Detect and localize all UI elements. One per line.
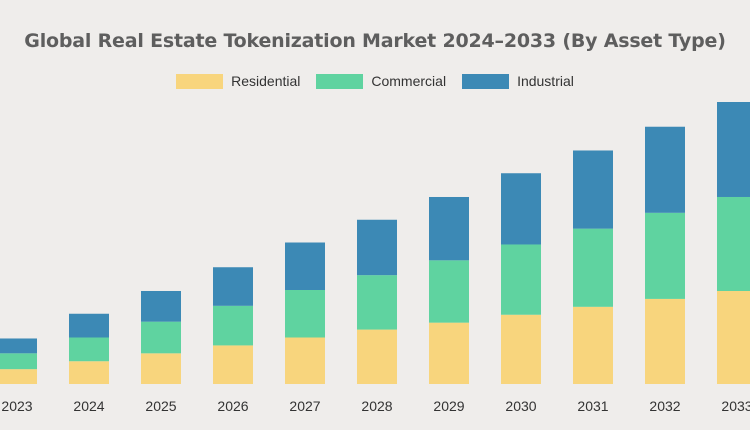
bar-industrial-2029 (429, 196, 469, 261)
bar-residential-2027 (285, 337, 325, 384)
legend-swatch-industrial (462, 73, 510, 89)
bar-residential-2028 (357, 329, 397, 384)
bar-commercial-2029 (429, 260, 469, 323)
bar-commercial-2028 (357, 275, 397, 330)
bar-industrial-2031 (573, 150, 613, 229)
x-tick-label-2025: 2025 (145, 398, 176, 414)
bar-commercial-2025 (141, 321, 181, 354)
x-tick-label-2028: 2028 (361, 398, 392, 414)
legend-label-residential: Residential (231, 73, 301, 89)
bar-industrial-2032 (645, 126, 685, 213)
bar-commercial-2027 (285, 290, 325, 338)
x-tick-label-2023: 2023 (1, 398, 32, 414)
bar-residential-2025 (141, 353, 181, 384)
legend-label-industrial: Industrial (517, 73, 574, 89)
bar-commercial-2030 (501, 244, 541, 315)
x-tick-label-2024: 2024 (73, 398, 104, 414)
x-tick-label-2033: 2033 (721, 398, 750, 414)
bar-commercial-2024 (69, 337, 109, 362)
bar-industrial-2030 (501, 173, 541, 245)
bar-residential-2030 (501, 314, 541, 384)
bar-industrial-2028 (357, 219, 397, 276)
legend-item-commercial: Commercial (316, 73, 446, 89)
x-tick-label-2027: 2027 (289, 398, 320, 414)
x-tick-label-2032: 2032 (649, 398, 680, 414)
bar-industrial-2027 (285, 242, 325, 290)
x-tick-label-2026: 2026 (217, 398, 248, 414)
bar-industrial-2026 (213, 267, 253, 306)
bar-commercial-2026 (213, 305, 253, 346)
bar-commercial-2033 (717, 196, 750, 291)
x-tick-label-2029: 2029 (433, 398, 464, 414)
legend-label-commercial: Commercial (371, 73, 447, 89)
bar-residential-2026 (213, 345, 253, 384)
bar-residential-2032 (645, 298, 685, 384)
bar-industrial-2033 (717, 102, 750, 197)
bar-commercial-2023 (0, 353, 37, 370)
legend-swatch-residential (176, 73, 224, 89)
bar-residential-2031 (573, 306, 613, 384)
legend-item-industrial: Industrial (462, 73, 574, 89)
bar-residential-2024 (69, 361, 109, 384)
bar-industrial-2025 (141, 290, 181, 322)
bar-commercial-2031 (573, 228, 613, 307)
legend-swatch-commercial (316, 73, 364, 89)
x-tick-label-2030: 2030 (505, 398, 536, 414)
x-tick-label-2031: 2031 (577, 398, 608, 414)
bar-residential-2033 (717, 290, 750, 384)
bar-residential-2029 (429, 322, 469, 384)
bar-industrial-2024 (69, 313, 109, 338)
bar-industrial-2023 (0, 338, 37, 354)
legend: Residential Commercial Industrial (0, 73, 750, 89)
bar-residential-2023 (0, 369, 37, 384)
bar-commercial-2032 (645, 212, 685, 299)
chart-title: Global Real Estate Tokenization Market 2… (24, 30, 726, 52)
legend-item-residential: Residential (176, 73, 300, 89)
